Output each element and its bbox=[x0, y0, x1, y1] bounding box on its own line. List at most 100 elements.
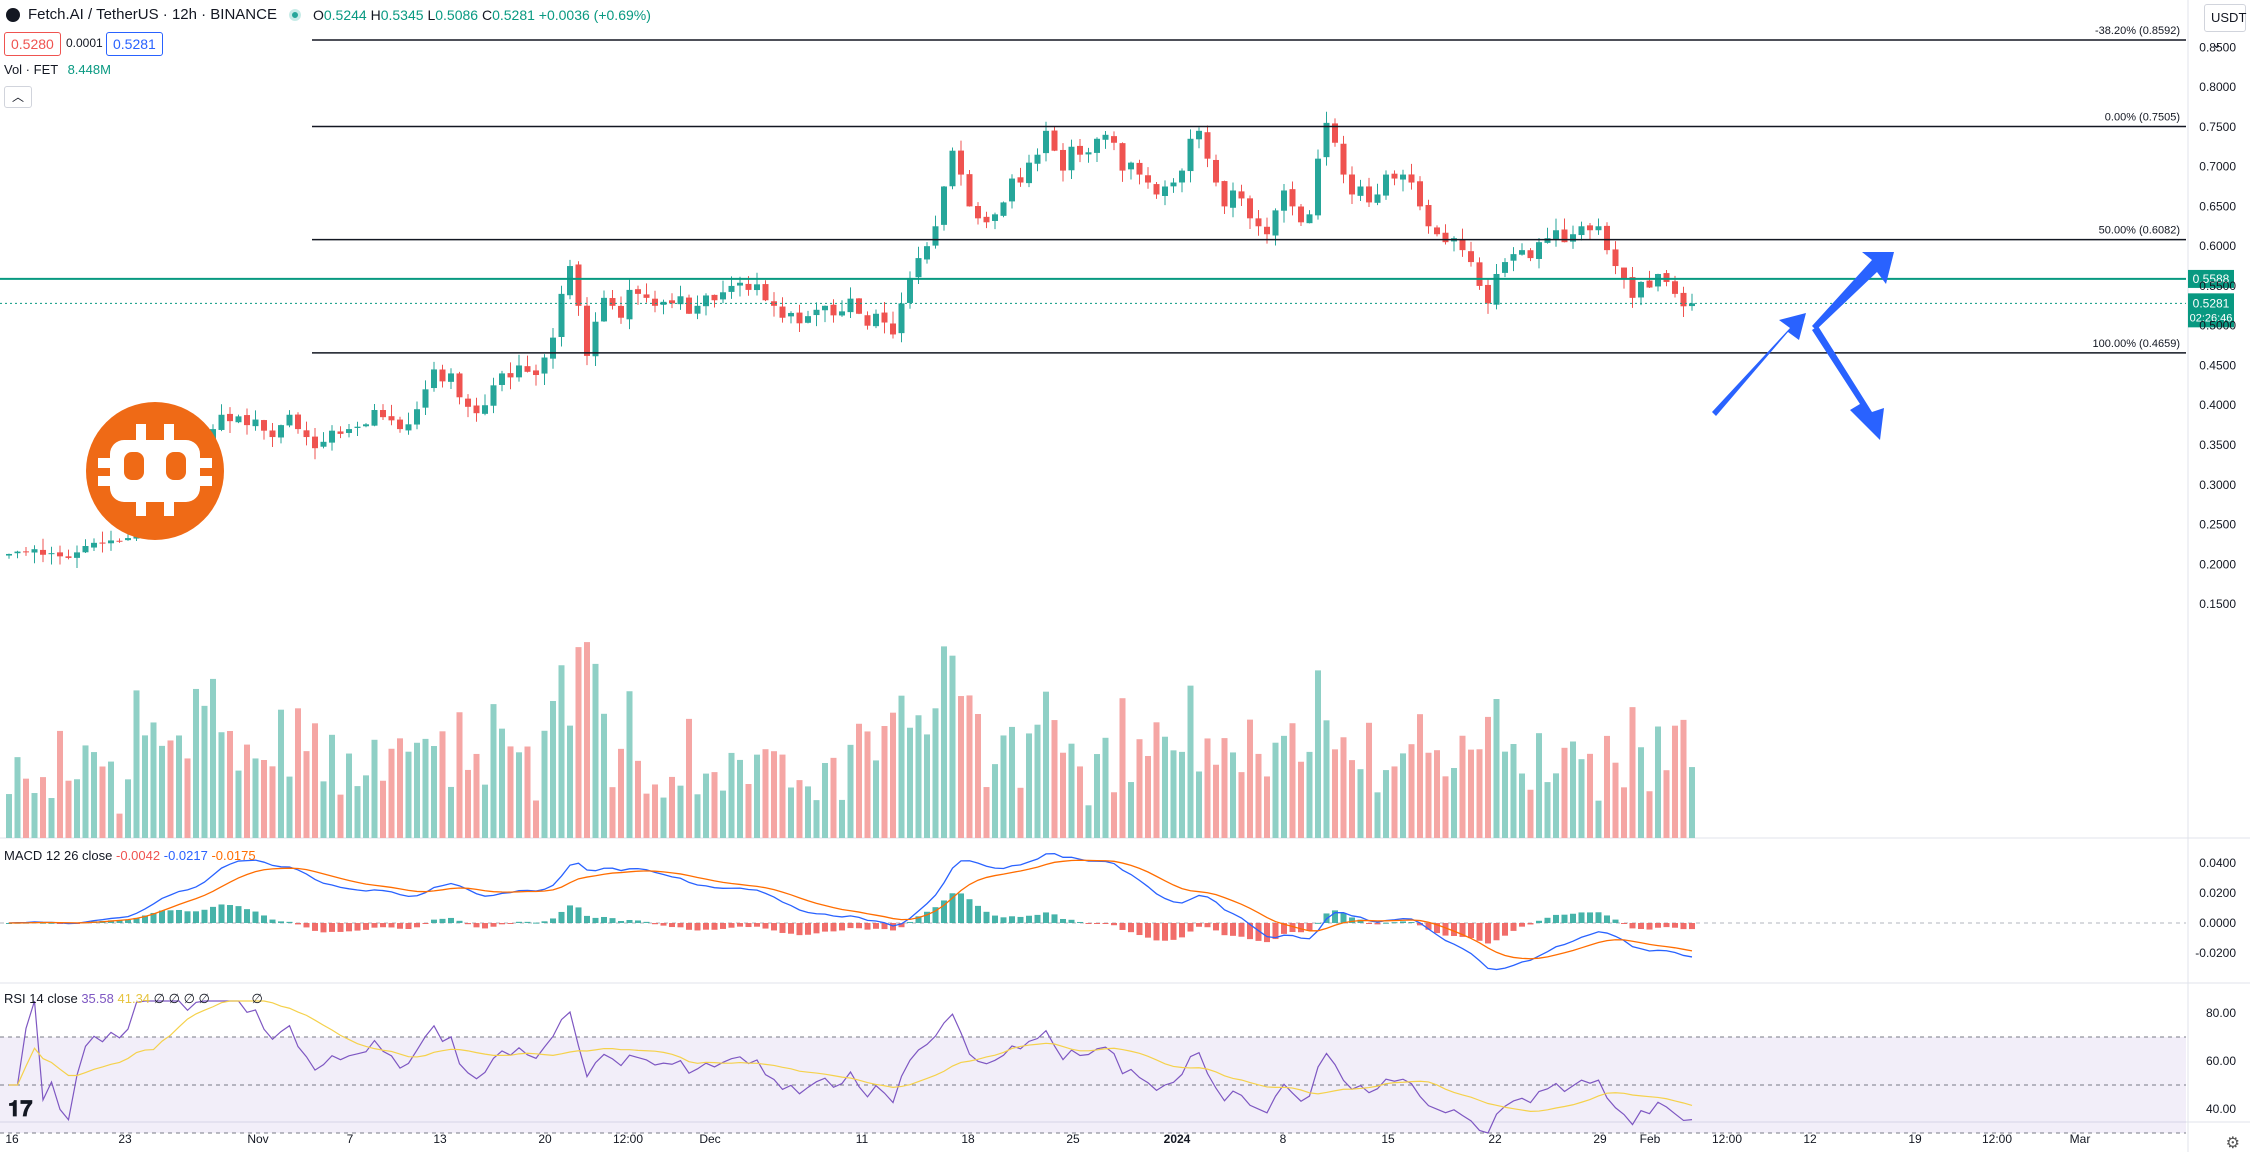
macd-axis-label: 0.0000 bbox=[2199, 916, 2236, 930]
volume-bar bbox=[1578, 759, 1585, 838]
macd-hist-bar bbox=[1519, 923, 1525, 927]
candle-body bbox=[439, 369, 446, 382]
volume-bar bbox=[1009, 726, 1015, 838]
volume-bar bbox=[1255, 753, 1262, 838]
candle-body bbox=[337, 431, 344, 434]
volume-bar bbox=[1077, 766, 1083, 838]
candle-body bbox=[499, 373, 505, 385]
candle-body bbox=[354, 426, 361, 428]
volume-bar bbox=[1264, 776, 1270, 838]
candle-body bbox=[567, 266, 573, 296]
volume-bar bbox=[82, 745, 89, 838]
candle-body bbox=[431, 369, 437, 389]
collapse-legend-button[interactable]: ︿ bbox=[4, 86, 32, 108]
volume-bar bbox=[1459, 735, 1466, 838]
candle-body bbox=[881, 312, 888, 323]
macd-hist-bar bbox=[1638, 923, 1644, 930]
volume-bar bbox=[1213, 764, 1219, 838]
candle-body bbox=[983, 216, 990, 223]
volume-bar bbox=[558, 665, 565, 838]
volume-bar bbox=[1638, 747, 1644, 838]
candle-body bbox=[694, 305, 701, 314]
volume-bar bbox=[618, 748, 624, 838]
candle-body bbox=[626, 289, 633, 320]
macd-hist-bar bbox=[890, 923, 896, 931]
candle-body bbox=[592, 321, 599, 357]
settings-gear-icon[interactable]: ⚙ bbox=[2225, 1135, 2240, 1152]
currency-selector[interactable]: USDT ⌄ bbox=[2204, 4, 2246, 51]
sell-button[interactable]: 0.5280 bbox=[4, 32, 61, 56]
macd-hist-bar bbox=[924, 911, 930, 923]
volume-bar bbox=[448, 786, 454, 838]
macd-hist-bar bbox=[439, 918, 446, 923]
time-axis-label: Feb bbox=[1640, 1132, 1661, 1146]
volume-bar bbox=[1094, 754, 1100, 838]
macd-hist-bar bbox=[1383, 922, 1389, 924]
macd-hist-bar bbox=[201, 909, 208, 923]
macd-hist-bar bbox=[167, 910, 174, 923]
macd-hist-bar bbox=[1077, 921, 1083, 923]
candle-body bbox=[14, 551, 21, 554]
volume-bar bbox=[244, 744, 250, 838]
candle-body bbox=[779, 306, 786, 318]
candle-body bbox=[1009, 178, 1015, 202]
macd-hist-bar bbox=[473, 923, 480, 928]
volume-bar bbox=[1612, 762, 1619, 838]
macd-hist-bar bbox=[754, 923, 760, 927]
volume-bar bbox=[949, 655, 956, 838]
candle-body bbox=[1391, 173, 1398, 179]
hline-price-label: 0.5588 bbox=[2193, 272, 2230, 286]
macd-hist-bar bbox=[677, 923, 684, 928]
volume-bar bbox=[1128, 782, 1134, 838]
countdown-label: 02:26:46 bbox=[2190, 312, 2233, 324]
volume-bar bbox=[1043, 691, 1049, 838]
arrow-up-right-icon bbox=[1812, 252, 1894, 330]
projection-arrows[interactable] bbox=[1712, 252, 1894, 440]
axes: 0.8500 0.8000 0.7500 0.7000 0.6500 0.6000 0.55… bbox=[5, 40, 2236, 1146]
macd-hist-bar bbox=[1561, 914, 1568, 923]
volume-bar bbox=[1204, 738, 1211, 838]
tradingview-logo-icon[interactable]: 𝟏𝟕 bbox=[8, 1096, 33, 1121]
volume-bar bbox=[703, 773, 709, 838]
candle-body bbox=[839, 311, 845, 316]
price-axis-label: 0.6000 bbox=[2199, 239, 2236, 253]
symbol-title[interactable]: Fetch.AI / TetherUS · 12h · BINANCE bbox=[28, 6, 277, 23]
candle-body bbox=[584, 305, 590, 356]
volume-bar bbox=[1026, 733, 1032, 838]
volume-bar bbox=[346, 753, 352, 838]
volume-bar bbox=[1391, 766, 1398, 838]
candle-body bbox=[924, 246, 930, 260]
macd-hist-bar bbox=[337, 923, 344, 932]
macd-hist-bar bbox=[669, 923, 675, 928]
volume-bar bbox=[303, 751, 310, 838]
candle-body bbox=[873, 313, 879, 327]
horizontal-line[interactable]: 0.5588 0.5281 02:26:46 bbox=[0, 269, 2234, 328]
price-axis-label: 0.5000 bbox=[2199, 319, 2236, 333]
volume-label: Vol · FET bbox=[4, 62, 58, 77]
candle-body bbox=[371, 410, 378, 426]
arrow-up-icon bbox=[1712, 313, 1806, 416]
macd-hist-bar bbox=[1315, 922, 1321, 924]
candle-body bbox=[1612, 249, 1619, 267]
macd-hist-bar bbox=[431, 919, 437, 923]
macd-hist-bar bbox=[1051, 914, 1058, 923]
fibonacci-retracement[interactable]: -38.20% (0.8592) 0.00% (0.7505) 50.00% (0.… bbox=[312, 25, 2186, 354]
macd-hist-bar bbox=[354, 923, 361, 931]
volume-bar bbox=[737, 759, 743, 838]
macd-hist-bar bbox=[601, 916, 607, 923]
volume-legend: Vol · FET 8.448M bbox=[4, 62, 111, 77]
macd-hist-bar bbox=[1374, 923, 1381, 925]
macd-hist-bar bbox=[227, 905, 233, 923]
chevron-down-icon: ⌄ bbox=[2211, 36, 2222, 51]
candle-body bbox=[1017, 177, 1024, 183]
volume-bar bbox=[295, 708, 301, 838]
macd-hist-bar bbox=[643, 921, 650, 923]
candle-body bbox=[516, 365, 522, 378]
candle-body bbox=[1085, 152, 1092, 155]
macd-hist-bar bbox=[1536, 920, 1542, 923]
candle-body bbox=[1629, 277, 1636, 298]
price-axis-label: 0.7000 bbox=[2199, 160, 2236, 174]
buy-button[interactable]: 0.5281 bbox=[106, 32, 163, 56]
